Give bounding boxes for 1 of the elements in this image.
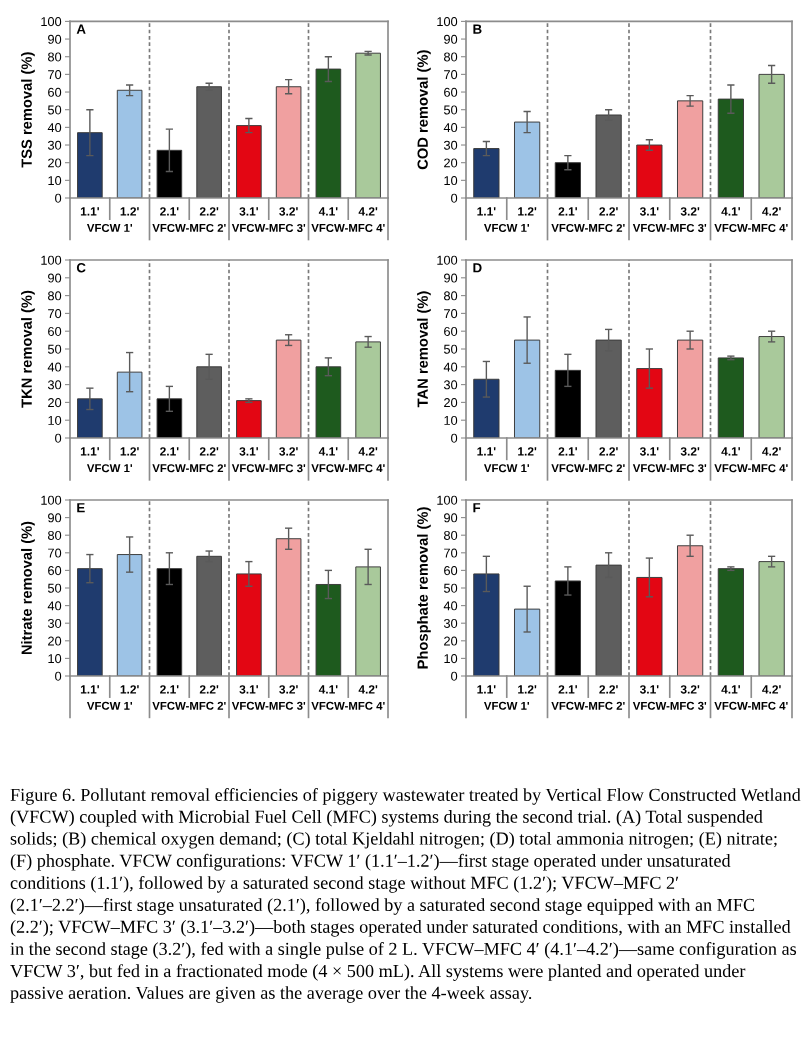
text: Figure 6. Pollutant removal efficiencies of piggery wastewater treated by Vertical Flow Constructed Wetland (VFCW) coupled with Microbial Fuel Cell (MFC) systems during the second trial. (A) Total suspended solids; (B) chemical oxygen demand; (C) total Kjeldahl nitrogen; (D) total ammonia nitrogen; (E) nitrate; (F) phosphate. VFCW configurations: VFCW 1′ (1.1′–1.2′)—first stage operated under unsaturated conditions (1.1′), followed by a saturated second stage without MFC (1.2′); VFCW–MFC 2′ (2.1′–2.2′)—first stage unsaturated (2.1′), followed by a saturated second stage equipped with an MFC (2.2′); VFCW–MFC 3′ (3.1′–3.2′)—both stages operated under saturated conditions, with an MFC installed in the second stage (3.2′), fed with a single pulse of 2 L. VFCW–MFC 4′ (4.1′–4.2′)—same configuration as VFCW 3′, but fed in a fractionated mode (4 × 500 mL). All systems were planted and operated under passive aeration. Values are given as the average over the 4-week assay.: [10, 788, 801, 1003]
